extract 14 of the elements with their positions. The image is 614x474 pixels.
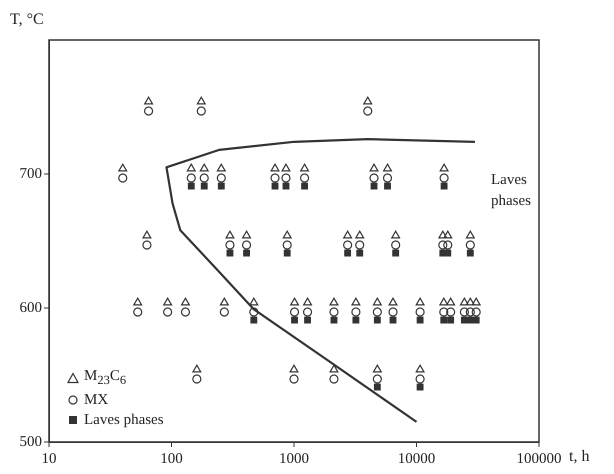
x-tick-label: 1000 [279, 450, 309, 467]
legend-label: MX [84, 391, 108, 410]
y-tick-label: 500 [20, 434, 42, 450]
y-tick-label: 600 [20, 300, 42, 316]
x-tick-label: 100 [160, 450, 183, 467]
annotation: Laves phases [491, 172, 532, 209]
x-tick-label: 100000 [516, 450, 562, 467]
legend-label: M$_{23}$C$_{6}$ [84, 367, 126, 389]
y-tick-label: 700 [20, 166, 42, 182]
legend-label: Laves phases [84, 411, 164, 430]
y-axis-title: T, °C [10, 11, 44, 28]
x-axis-title: t, h [569, 448, 590, 466]
x-tick-label: 10000 [398, 450, 436, 467]
x-tick-label: 10 [42, 450, 56, 467]
